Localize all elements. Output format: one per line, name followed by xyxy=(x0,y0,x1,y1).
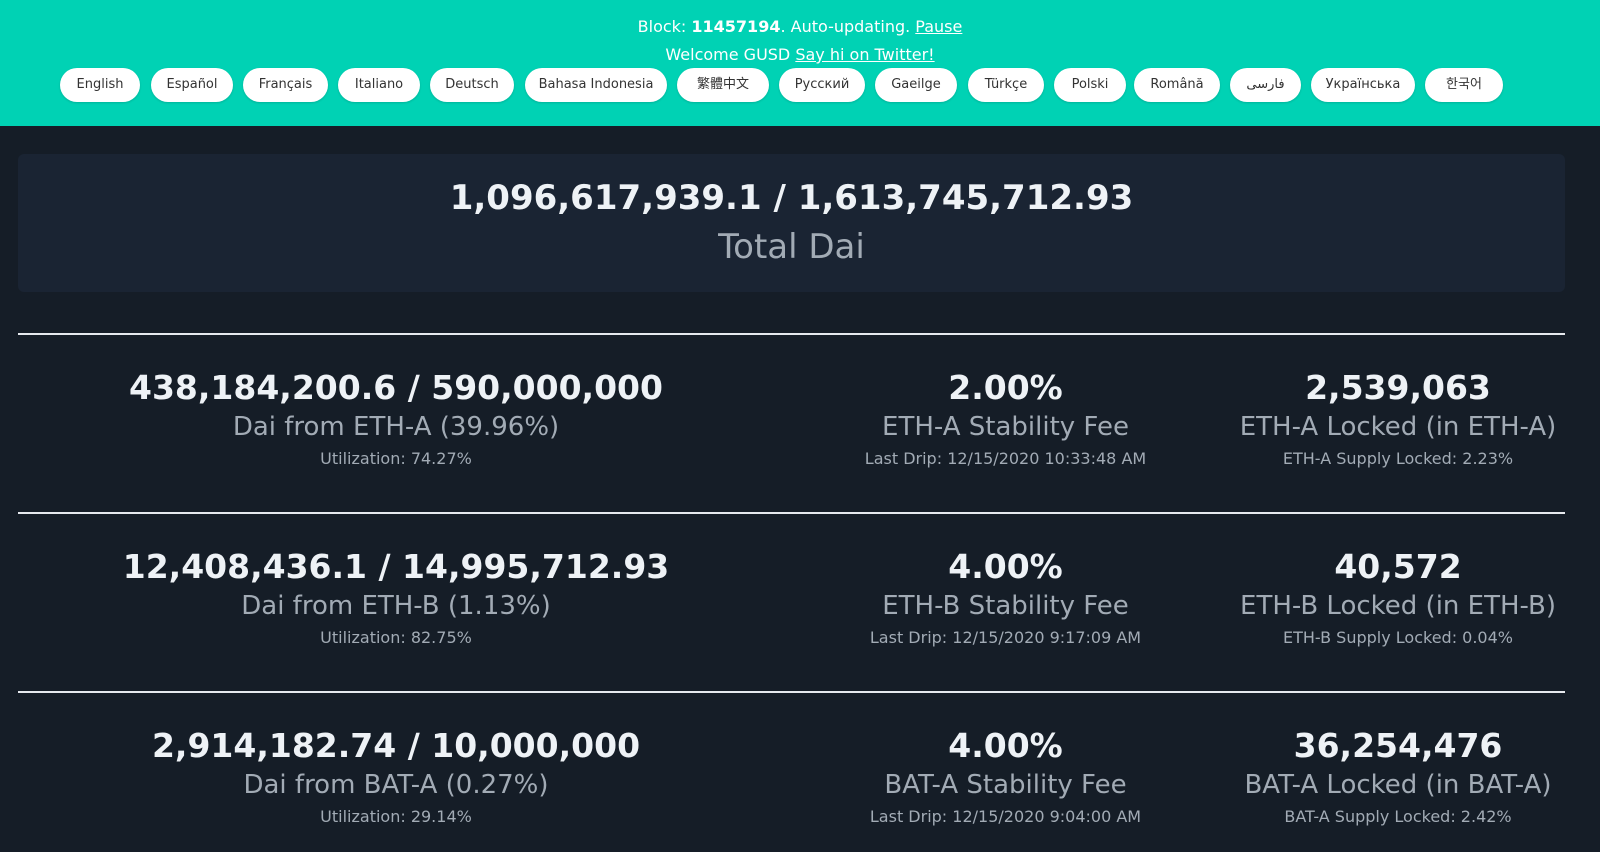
stability-fee-label: ETH-A Stability Fee xyxy=(882,412,1129,442)
last-drip-text: Last Drip: 12/15/2020 9:17:09 AM xyxy=(869,628,1142,647)
block-prefix: Block: xyxy=(637,17,692,36)
block-number: 11457194 xyxy=(691,17,781,36)
dai-supply-label: Dai from ETH-B (1.13%) xyxy=(241,591,551,621)
divider xyxy=(18,512,1565,514)
supply-locked-text: ETH-A Supply Locked: 2.23% xyxy=(1282,449,1514,468)
dai-supply-value: 2,914,182.74 / 10,000,000 xyxy=(151,726,641,765)
last-drip-text: Last Drip: 12/15/2020 10:33:48 AM xyxy=(864,449,1147,468)
welcome-line: Welcome GUSD Say hi on Twitter! xyxy=(0,44,1600,66)
locked-value: 2,539,063 xyxy=(1305,368,1491,407)
stability-fee-label: BAT-A Stability Fee xyxy=(884,770,1127,800)
language-button-francais[interactable]: Français xyxy=(243,68,328,102)
total-dai-label: Total Dai xyxy=(718,227,865,267)
stability-fee-label: ETH-B Stability Fee xyxy=(882,591,1129,621)
language-button-ukrainian[interactable]: Українська xyxy=(1311,68,1415,102)
utilization-text: Utilization: 29.14% xyxy=(320,807,472,826)
twitter-link[interactable]: Say hi on Twitter! xyxy=(795,45,935,64)
language-button-turkish[interactable]: Türkçe xyxy=(968,68,1044,102)
total-dai-value: 1,096,617,939.1 / 1,613,745,712.93 xyxy=(449,178,1134,218)
locked-label: ETH-A Locked (in ETH-A) xyxy=(1239,412,1557,442)
dai-supply-label: Dai from ETH-A (39.96%) xyxy=(232,412,560,442)
language-button-gaeilge[interactable]: Gaeilge xyxy=(875,68,957,102)
language-button-espanol[interactable]: Español xyxy=(151,68,233,102)
welcome-text: Welcome GUSD xyxy=(665,45,796,64)
language-button-bahasa-indonesia[interactable]: Bahasa Indonesia xyxy=(525,68,667,102)
language-button-traditional-chinese[interactable]: 繁體中文 xyxy=(677,68,769,102)
collateral-row-bat-a: 2,914,182.74 / 10,000,000 Dai from BAT-A… xyxy=(18,694,1565,852)
pause-link[interactable]: Pause xyxy=(915,17,963,36)
language-button-russian[interactable]: Русский xyxy=(779,68,865,102)
auto-updating-text: . Auto-updating. xyxy=(780,17,916,36)
language-button-romanian[interactable]: Română xyxy=(1134,68,1220,102)
divider xyxy=(18,333,1565,335)
divider xyxy=(18,691,1565,693)
stability-fee-value: 2.00% xyxy=(948,368,1063,407)
stability-fee-value: 4.00% xyxy=(948,726,1063,765)
locked-value: 36,254,476 xyxy=(1293,726,1503,765)
locked-label: BAT-A Locked (in BAT-A) xyxy=(1244,770,1552,800)
language-button-deutsch[interactable]: Deutsch xyxy=(430,68,514,102)
utilization-text: Utilization: 82.75% xyxy=(320,628,472,647)
language-button-polish[interactable]: Polski xyxy=(1054,68,1126,102)
dai-supply-label: Dai from BAT-A (0.27%) xyxy=(243,770,549,800)
dai-supply-value: 12,408,436.1 / 14,995,712.93 xyxy=(122,547,670,586)
language-selector: English Español Français Italiano Deutsc… xyxy=(0,68,1600,104)
supply-locked-text: BAT-A Supply Locked: 2.42% xyxy=(1284,807,1512,826)
dai-supply-value: 438,184,200.6 / 590,000,000 xyxy=(129,368,663,407)
locked-value: 40,572 xyxy=(1334,547,1462,586)
language-button-korean[interactable]: 한국어 xyxy=(1425,68,1503,102)
language-button-persian[interactable]: فارسی xyxy=(1230,68,1301,102)
locked-label: ETH-B Locked (in ETH-B) xyxy=(1240,591,1556,621)
language-button-italiano[interactable]: Italiano xyxy=(338,68,420,102)
stability-fee-value: 4.00% xyxy=(948,547,1063,586)
language-button-english[interactable]: English xyxy=(60,68,140,102)
block-status-line: Block: 11457194. Auto-updating. Pause xyxy=(0,16,1600,38)
utilization-text: Utilization: 74.27% xyxy=(320,449,472,468)
supply-locked-text: ETH-B Supply Locked: 0.04% xyxy=(1282,628,1513,647)
total-dai-card: 1,096,617,939.1 / 1,613,745,712.93 Total… xyxy=(18,154,1565,292)
collateral-row-eth-a: 438,184,200.6 / 590,000,000 Dai from ETH… xyxy=(18,336,1565,512)
collateral-row-eth-b: 12,408,436.1 / 14,995,712.93 Dai from ET… xyxy=(18,515,1565,691)
last-drip-text: Last Drip: 12/15/2020 9:04:00 AM xyxy=(869,807,1142,826)
header-bar: Block: 11457194. Auto-updating. Pause We… xyxy=(0,0,1600,126)
